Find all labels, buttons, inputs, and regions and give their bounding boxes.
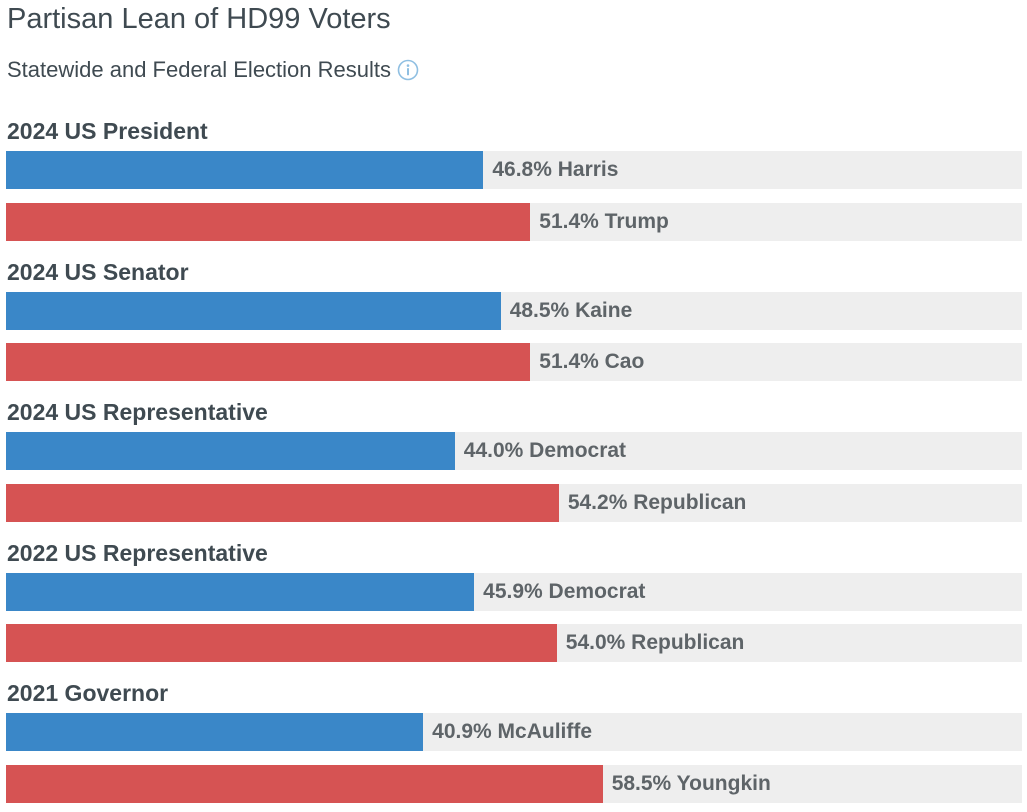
- bar-value-label: 48.5% Kaine: [509, 298, 633, 322]
- rep-bar: [6, 624, 557, 662]
- bar-track: 54.2% Republican: [6, 483, 1022, 522]
- race-title: 2022 US Representative: [7, 539, 268, 566]
- dem-bar: [6, 151, 484, 189]
- bar-track: 40.9% McAuliffe: [6, 713, 1022, 751]
- bar-value-label: 51.4% Cao: [539, 350, 645, 373]
- rep-bar: [6, 343, 531, 381]
- rep-bar: [6, 483, 559, 522]
- rep-bar: [6, 202, 531, 241]
- race-title: 2021 Governor: [7, 680, 169, 706]
- race-title: 2024 US Representative: [7, 399, 268, 425]
- race-title: 2024 US President: [7, 118, 208, 144]
- bar-track: 51.4% Trump: [6, 202, 1022, 241]
- race-title: 2024 US Senator: [7, 258, 189, 285]
- bar-value-label: 54.0% Republican: [565, 631, 745, 654]
- bar-track: 54.0% Republican: [6, 624, 1022, 662]
- bar-track: 46.8% Harris: [6, 151, 1022, 189]
- bar-value-label: 44.0% Democrat: [463, 439, 627, 462]
- dem-bar: [6, 572, 475, 611]
- chart-title: Partisan Lean of HD99 Voters: [7, 3, 391, 35]
- bar-value-label: 40.9% McAuliffe: [432, 720, 593, 743]
- bar-value-label: 54.2% Republican: [567, 490, 747, 514]
- info-circle-icon[interactable]: [397, 59, 419, 81]
- chart-subtitle: Statewide and Federal Election Results: [7, 57, 419, 83]
- bar-track: 51.4% Cao: [6, 343, 1022, 381]
- bar-track: 44.0% Democrat: [6, 432, 1022, 470]
- dem-bar: [6, 432, 455, 470]
- bar-value-label: 51.4% Trump: [539, 209, 669, 233]
- subtitle-text: Statewide and Federal Election Results: [7, 57, 391, 82]
- bar-value-label: 46.8% Harris: [492, 158, 619, 181]
- bar-value-label: 45.9% Democrat: [483, 579, 646, 603]
- bar-track: 48.5% Kaine: [6, 291, 1022, 330]
- dem-bar: [6, 713, 424, 751]
- dem-bar: [6, 291, 501, 330]
- rep-bar: [6, 764, 603, 803]
- bar-track: 45.9% Democrat: [6, 572, 1022, 611]
- bar-value-label: 58.5% Youngkin: [611, 771, 771, 795]
- bar-track: 58.5% Youngkin: [6, 764, 1022, 803]
